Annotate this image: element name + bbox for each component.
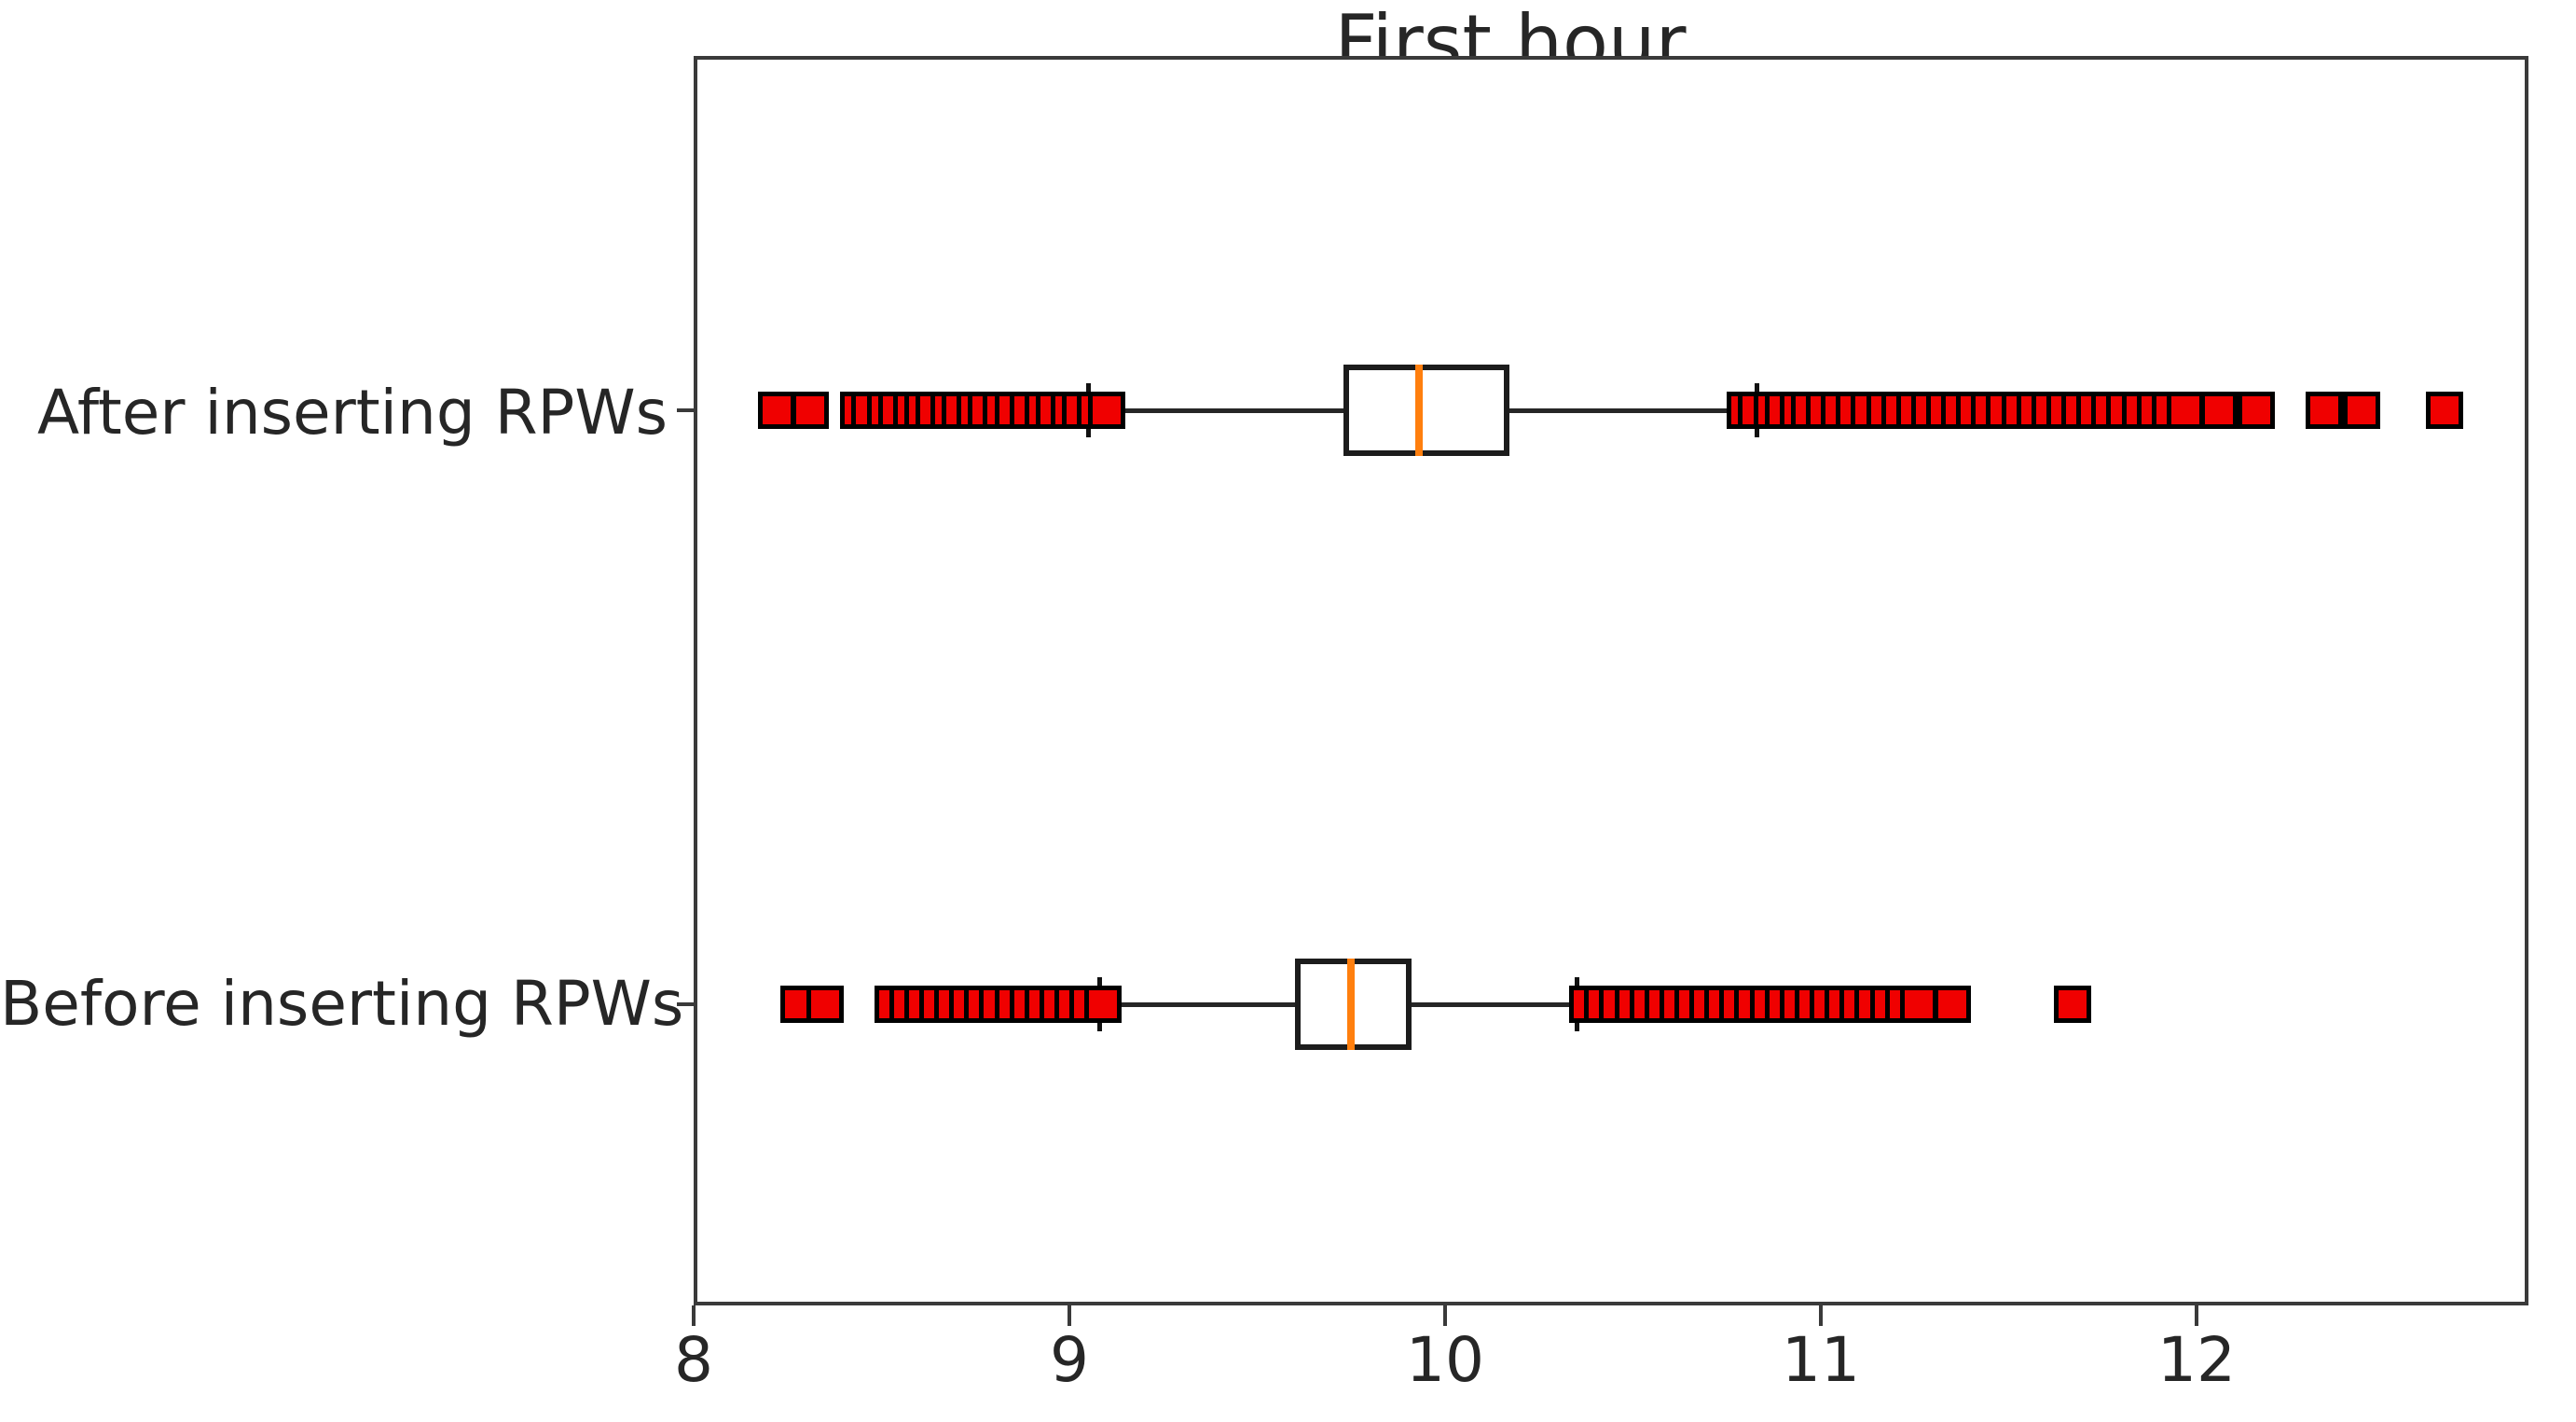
x-tick-mark (1068, 1305, 1071, 1326)
flier-marker (2166, 392, 2204, 429)
flier-marker (1084, 986, 1123, 1023)
whisker-line-low (1099, 1002, 1295, 1007)
flier-marker (806, 986, 845, 1023)
flier-marker (2425, 392, 2463, 429)
median-line (1414, 365, 1423, 456)
x-tick-label: 9 (1050, 1324, 1089, 1396)
x-tick-label: 11 (1782, 1324, 1860, 1396)
x-tick-mark (2195, 1305, 2198, 1326)
x-tick-label: 10 (1406, 1324, 1484, 1396)
x-tick-label: 12 (2157, 1324, 2236, 1396)
flier-marker (2306, 392, 2344, 429)
flier-marker (1934, 986, 1972, 1023)
flier-marker (2054, 986, 2091, 1023)
iqr-box (1343, 365, 1509, 456)
flier-marker (1899, 986, 1937, 1023)
whisker-line-high (1508, 408, 1757, 413)
y-tick-mark (677, 408, 696, 412)
flier-marker (791, 392, 829, 429)
flier-marker (2238, 392, 2276, 429)
flier-marker (1088, 392, 1126, 429)
x-tick-label: 8 (674, 1324, 713, 1396)
y-tick-mark (677, 1002, 696, 1006)
flier-marker (2343, 392, 2381, 429)
plot-area-frame (694, 56, 2528, 1305)
whisker-line-high (1411, 1002, 1577, 1007)
x-tick-mark (1443, 1305, 1447, 1326)
median-line (1347, 959, 1356, 1050)
row-label-before: Before inserting RPWs (0, 968, 684, 1040)
x-tick-mark (692, 1305, 696, 1326)
whisker-line-low (1088, 408, 1344, 413)
x-tick-mark (1819, 1305, 1823, 1326)
row-label-after: After inserting RPWs (37, 377, 668, 449)
flier-marker (757, 392, 795, 429)
flier-marker (2200, 392, 2239, 429)
